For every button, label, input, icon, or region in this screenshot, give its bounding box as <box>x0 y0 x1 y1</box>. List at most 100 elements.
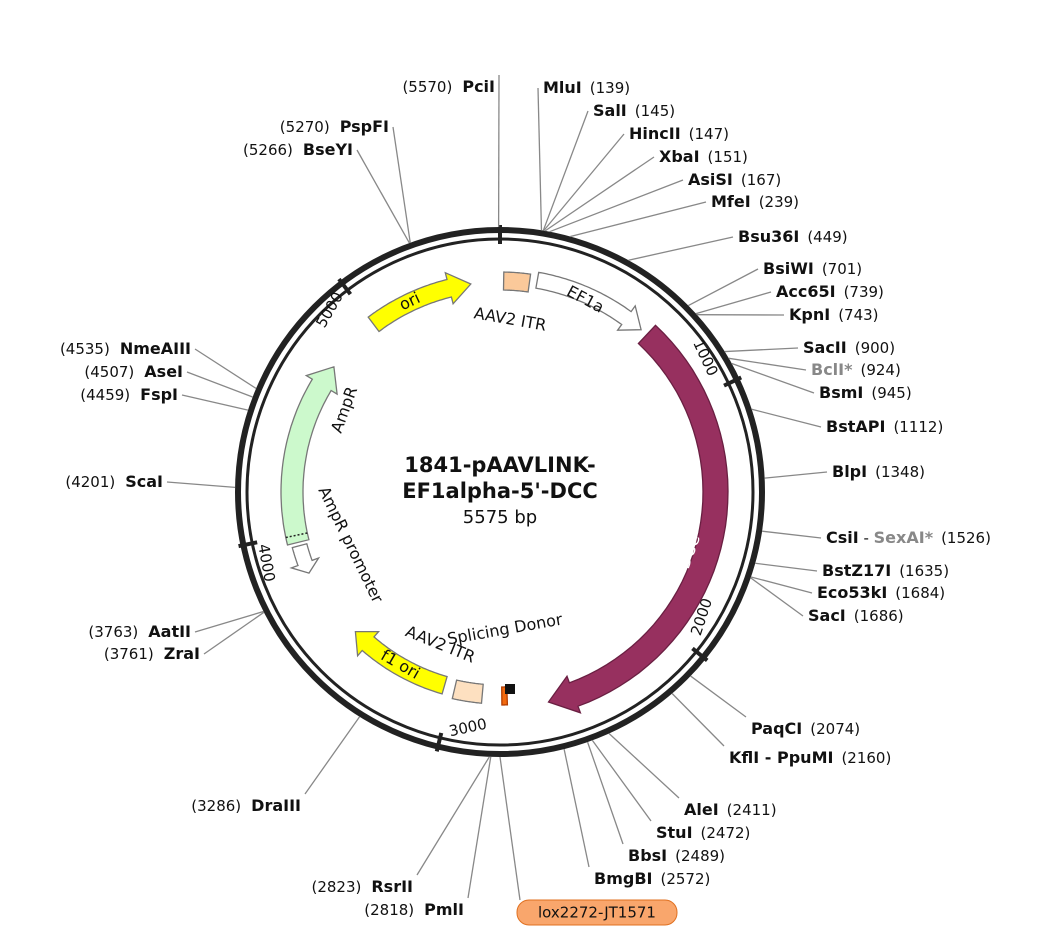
site-label: BstAPI(1112) <box>826 417 943 436</box>
leader-line <box>564 749 589 867</box>
site-text: (145) <box>635 102 675 120</box>
site-label: BstZ17I (1635) <box>822 561 949 580</box>
leader-line <box>628 237 733 260</box>
primer-label: lox2272-JT1571 <box>538 904 656 922</box>
feature <box>291 544 318 573</box>
site-label: BsmI(945) <box>819 383 912 402</box>
site-label: (3761)ZraI <box>104 644 200 663</box>
site-text: ScaI <box>125 472 163 491</box>
site-text: (924) <box>860 361 900 379</box>
leader-line <box>393 127 410 243</box>
site-text: XbaI <box>659 147 700 166</box>
site-text: PspFI <box>340 117 389 136</box>
leader-line <box>543 111 588 231</box>
leader-line <box>417 757 489 875</box>
leader-line <box>167 482 235 487</box>
site-text: BstZ17I <box>822 561 891 580</box>
site-text: SacII <box>803 338 847 357</box>
ring-tick-label: 4000 <box>254 543 278 584</box>
leader-line <box>468 757 491 898</box>
site-label: BlpI(1348) <box>832 462 925 481</box>
site-text: (1686) <box>854 607 904 625</box>
site-label: AsiSI(167) <box>688 170 781 189</box>
site-text: (5570) <box>402 78 452 96</box>
site-text: (1635) <box>899 562 949 580</box>
site-label: BsiWI (701) <box>763 259 862 278</box>
site-text: BseYI <box>303 140 353 159</box>
leader-line <box>182 395 248 410</box>
site-text: (5266) <box>243 141 293 159</box>
leader-line <box>691 676 746 717</box>
site-text: StuI <box>656 823 693 842</box>
site-text: (701) <box>822 260 862 278</box>
site-text: (2489) <box>675 847 725 865</box>
site-text: (2472) <box>701 824 751 842</box>
leader-line <box>195 611 263 632</box>
site-label: (5266) BseYI <box>243 140 353 159</box>
site-text: KpnI <box>789 305 830 324</box>
site-text: PciI <box>462 77 495 96</box>
leader-line <box>725 348 798 352</box>
site-marker <box>505 684 515 694</box>
site-text: KflI - PpuMI <box>729 748 833 767</box>
feature-label: AAV2 ITR <box>473 303 548 334</box>
site-label: MluI (139) <box>543 78 630 97</box>
site-text: CsiI <box>826 528 859 547</box>
leader-line <box>204 612 264 654</box>
feature-label: AmpR promoter <box>314 483 387 606</box>
site-text: (2160) <box>841 749 891 767</box>
site-label: SacII (900) <box>803 338 895 357</box>
site-label: (5270)PspFI <box>280 117 389 136</box>
ring-tick-label: 5000 <box>312 289 347 331</box>
site-text: MfeI <box>711 192 751 211</box>
site-text: Eco53kI <box>817 583 887 602</box>
site-label: KpnI (743) <box>789 305 879 324</box>
site-text: (139) <box>590 79 630 97</box>
site-label: AleI(2411) <box>684 800 777 819</box>
subtitle: 5575 bp <box>463 507 537 528</box>
site-label: CsiI - SexAI*(1526) <box>826 528 991 547</box>
leader-line <box>752 409 821 427</box>
site-text: NmeAIII <box>120 339 191 358</box>
site-text: (743) <box>838 306 878 324</box>
site-text: (449) <box>807 228 847 246</box>
site-label: (4459) FspI <box>80 385 178 404</box>
site-text: (2074) <box>810 720 860 738</box>
site-text: (4459) <box>80 386 130 404</box>
site-label: (4535)NmeAIII <box>60 339 191 358</box>
leader-line <box>755 563 817 571</box>
site-text: BclI* <box>811 360 853 379</box>
site-text: BsiWI <box>763 259 814 278</box>
site-text: (900) <box>855 339 895 357</box>
site-text: BlpI <box>832 462 867 481</box>
site-label: SalI(145) <box>593 101 675 120</box>
site-text: (739) <box>844 283 884 301</box>
site-label: HincII(147) <box>629 124 729 143</box>
site-text: Bsu36I <box>738 227 799 246</box>
site-text: ZraI <box>164 644 200 663</box>
site-label: MfeI(239) <box>711 192 799 211</box>
site-text: AatII <box>148 622 191 641</box>
site-text: (2818) <box>364 901 414 919</box>
site-text: FspI <box>140 385 178 404</box>
site-text: (3763) <box>88 623 138 641</box>
leader-line <box>672 694 724 746</box>
site-text: (2823) <box>311 878 361 896</box>
site-text: - <box>859 529 874 547</box>
site-text: (147) <box>689 125 729 143</box>
site-label: Eco53kI(1684) <box>817 583 945 602</box>
site-text: PmlI <box>424 900 464 919</box>
site-label: (4507)AseI <box>84 362 183 381</box>
leader-line <box>729 358 806 370</box>
site-label: BbsI(2489) <box>628 846 725 865</box>
site-text: (1526) <box>941 529 991 547</box>
leader-line <box>357 150 409 243</box>
site-text: SacI <box>808 606 846 625</box>
leader-line <box>609 734 679 798</box>
leader-line <box>550 180 683 232</box>
site-text: RsrII <box>371 877 413 896</box>
site-text: MluI <box>543 78 582 97</box>
site-text: BmgBI <box>594 869 652 888</box>
site-label: Acc65I(739) <box>776 282 884 301</box>
